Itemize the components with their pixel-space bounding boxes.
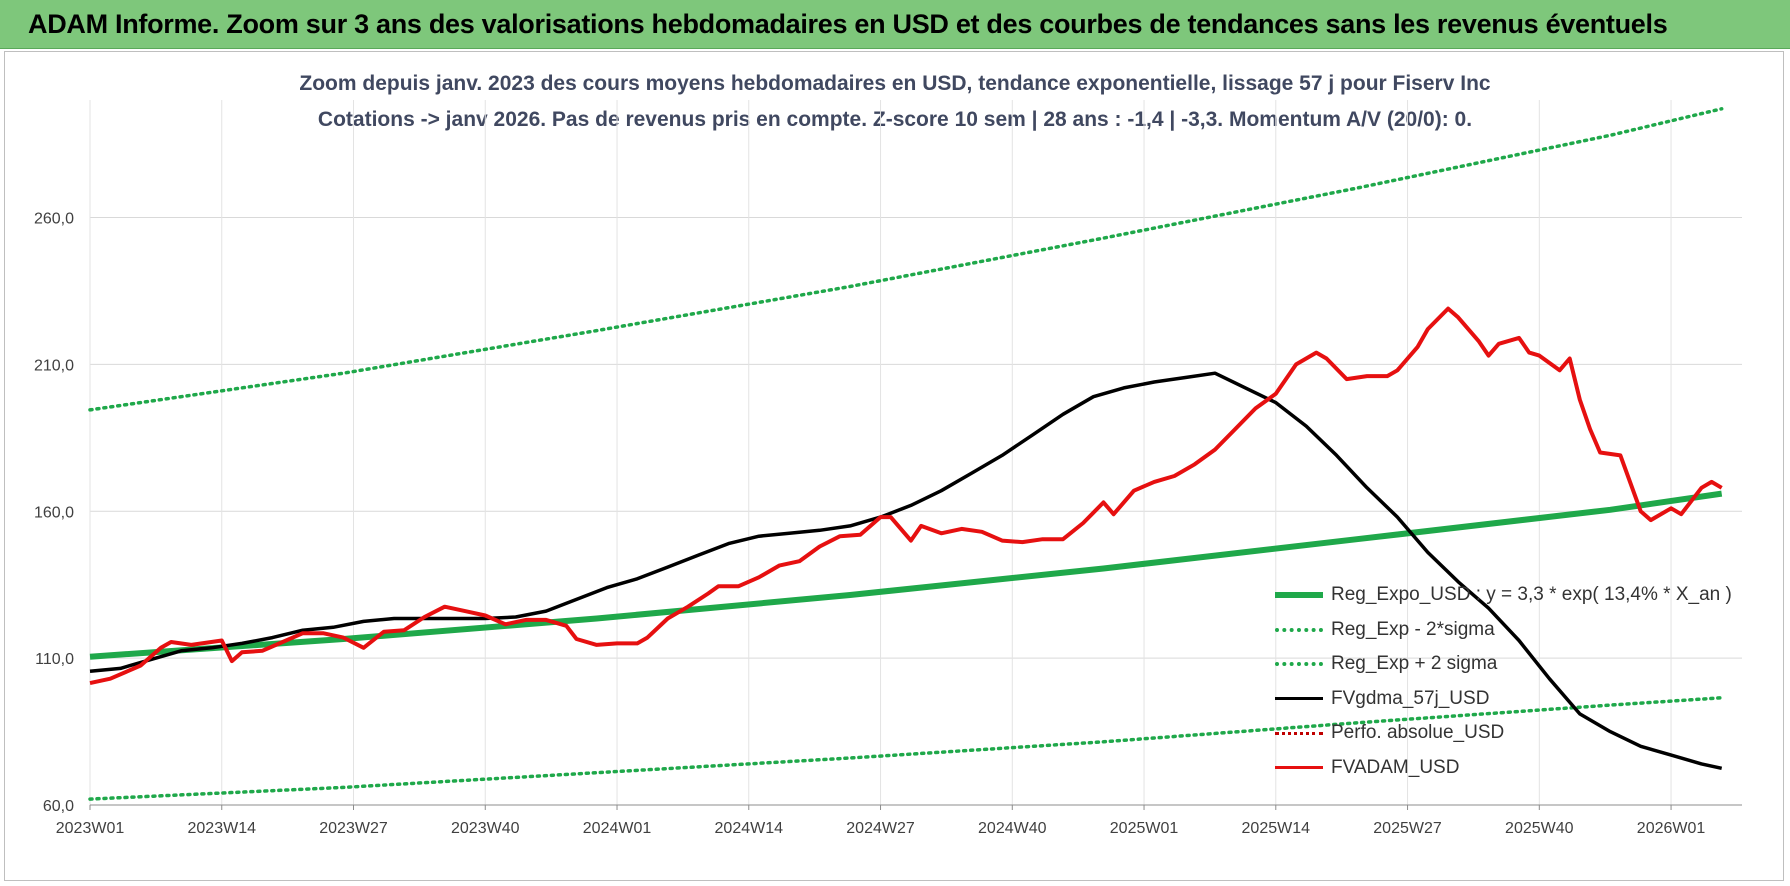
x-tick-label: 2026W01	[1637, 820, 1706, 837]
x-tick-label: 2024W01	[583, 820, 652, 837]
legend-swatch	[1275, 627, 1323, 632]
legend-swatch	[1275, 662, 1323, 667]
legend-item: Perfo. absolue_USD	[1275, 716, 1732, 751]
y-tick-label: 210,0	[34, 357, 74, 374]
y-tick-label: 160,0	[34, 504, 74, 521]
x-tick-label: 2024W40	[978, 820, 1047, 837]
legend-label: FVgdma_57j_USD	[1331, 687, 1490, 709]
series-line-reg_sigma-1	[88, 696, 1724, 801]
series-line-adam-5	[89, 306, 1723, 686]
legend-item: FVADAM_USD	[1275, 751, 1732, 786]
chart-title-line-2: Cotations -> janv 2026. Pas de revenus p…	[317, 108, 1473, 131]
legend-item: FVgdma_57j_USD	[1275, 682, 1732, 717]
y-tick-label: 260,0	[34, 211, 74, 228]
x-tick-label: 2025W40	[1505, 820, 1574, 837]
legend-swatch	[1275, 731, 1323, 735]
legend-item: Reg_Exp + 2 sigma	[1275, 647, 1732, 682]
axes: 60,0 110,0 160,0 210,0 260,0 2023W01 2023W14 20…	[34, 211, 1742, 837]
legend-label: Reg_Exp + 2 sigma	[1331, 653, 1498, 675]
x-tick-label: 2024W27	[846, 820, 915, 837]
chart-frame	[4, 51, 1784, 881]
legend-item: Reg_Exp - 2*sigma	[1275, 613, 1732, 648]
chart-legend: Reg_Expo_USD : y = 3,3 * exp( 13,4% * X_…	[1275, 578, 1732, 785]
x-tick-label: 2023W40	[451, 820, 520, 837]
chart-title-line-1: Zoom depuis janv. 2023 des cours moyens …	[299, 72, 1491, 95]
x-tick-label: 2024W14	[715, 820, 784, 837]
legend-swatch	[1275, 766, 1323, 770]
x-tick-label: 2025W01	[1110, 820, 1179, 837]
x-tick-label: 2023W27	[319, 820, 388, 837]
legend-label: Reg_Expo_USD : y = 3,3 * exp( 13,4% * X_…	[1331, 584, 1732, 606]
legend-label: FVADAM_USD	[1331, 756, 1460, 778]
legend-swatch	[1275, 592, 1323, 599]
series-line-gdma-3	[89, 371, 1723, 771]
x-tick-label: 2023W01	[56, 820, 125, 837]
report-banner-title: ADAM Informe. Zoom sur 3 ans des valoris…	[0, 0, 1790, 49]
series-line-reg_expo-0	[89, 490, 1723, 660]
y-tick-label: 60,0	[43, 798, 74, 815]
y-tick-label: 110,0	[35, 651, 74, 668]
series-lines	[88, 107, 1724, 801]
x-tick-label: 2023W14	[188, 820, 257, 837]
legend-label: Reg_Exp - 2*sigma	[1331, 618, 1495, 640]
legend-item: Reg_Expo_USD : y = 3,3 * exp( 13,4% * X_…	[1275, 578, 1732, 613]
legend-swatch	[1275, 697, 1323, 701]
x-tick-label: 2025W14	[1242, 820, 1311, 837]
x-tick-label: 2025W27	[1373, 820, 1442, 837]
series-line-reg_sigma-2	[88, 107, 1724, 412]
legend-label: Perfo. absolue_USD	[1331, 722, 1505, 744]
